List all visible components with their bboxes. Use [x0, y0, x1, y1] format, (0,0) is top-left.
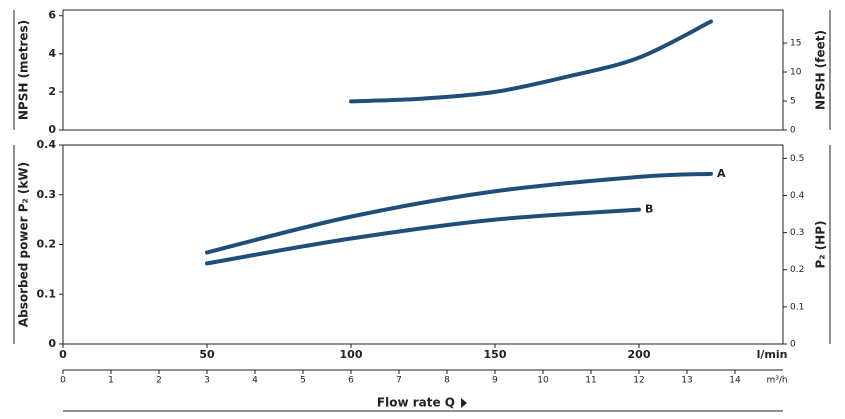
y-tick-label: 0.4 — [37, 138, 57, 151]
y2-tick-label: 0.1 — [790, 302, 804, 312]
y-tick-label: 0.2 — [37, 238, 57, 251]
x-tick-label: 150 — [484, 348, 507, 361]
arrow-icon — [461, 398, 467, 408]
x2-tick-label: 13 — [681, 376, 692, 386]
x2-tick-label: 5 — [300, 376, 306, 386]
y-tick-label: 0 — [48, 337, 56, 350]
curve-label: B — [645, 203, 653, 216]
y-axis-title: NPSH (metres) — [17, 20, 31, 120]
y2-tick-label: 0 — [790, 126, 796, 136]
x-tick-label: 200 — [628, 348, 651, 361]
x2-tick-label: 12 — [633, 376, 644, 386]
x2-tick-label: 6 — [348, 376, 354, 386]
y2-tick-label: 15 — [790, 39, 801, 49]
x2-tick-label: 2 — [156, 376, 162, 386]
curve — [349, 19, 713, 104]
y2-tick-label: 0 — [790, 340, 796, 350]
y-tick-label: 6 — [48, 9, 56, 22]
x-tick-label: 0 — [59, 348, 67, 361]
x2-tick-label: 9 — [492, 376, 498, 386]
x2-tick-label: 0 — [60, 376, 66, 386]
y-tick-label: 0.3 — [37, 188, 57, 201]
y2-tick-label: 10 — [790, 68, 802, 78]
x2-tick-label: 10 — [537, 376, 549, 386]
y-tick-label: 0 — [48, 123, 56, 136]
x-axis-unit: l/min — [757, 348, 788, 361]
y2-tick-label: 0.3 — [790, 228, 804, 238]
x2-tick-label: 8 — [444, 376, 450, 386]
y-tick-label: 0.1 — [37, 287, 57, 300]
y2-tick-label: 0.2 — [790, 265, 804, 275]
y2-tick-label: 5 — [790, 97, 796, 107]
x2-tick-label: 14 — [729, 376, 741, 386]
x-tick-label: 50 — [199, 348, 215, 361]
y2-tick-label: 0.4 — [790, 191, 805, 201]
x2-tick-label: 1 — [108, 376, 114, 386]
y-axis-title: Absorbed power P₂ (kW) — [17, 162, 31, 327]
y2-axis-title: P₂ (HP) — [814, 220, 828, 268]
x2-axis-unit: m³/h — [766, 376, 787, 386]
curve-label: A — [717, 167, 726, 180]
y2-tick-label: 0.5 — [790, 154, 804, 164]
x-tick-label: 100 — [340, 348, 363, 361]
x2-tick-label: 4 — [252, 376, 258, 386]
curve — [205, 171, 713, 255]
plot-frame — [62, 9, 784, 131]
x2-tick-label: 3 — [204, 376, 210, 386]
y-tick-label: 2 — [48, 85, 56, 98]
x2-tick-label: 11 — [585, 376, 596, 386]
x2-tick-label: 7 — [396, 376, 402, 386]
curve — [205, 207, 641, 266]
x-axis-title: Flow rate Q — [377, 396, 455, 410]
y2-axis-title: NPSH (feet) — [814, 30, 828, 110]
y-tick-label: 4 — [48, 47, 56, 60]
